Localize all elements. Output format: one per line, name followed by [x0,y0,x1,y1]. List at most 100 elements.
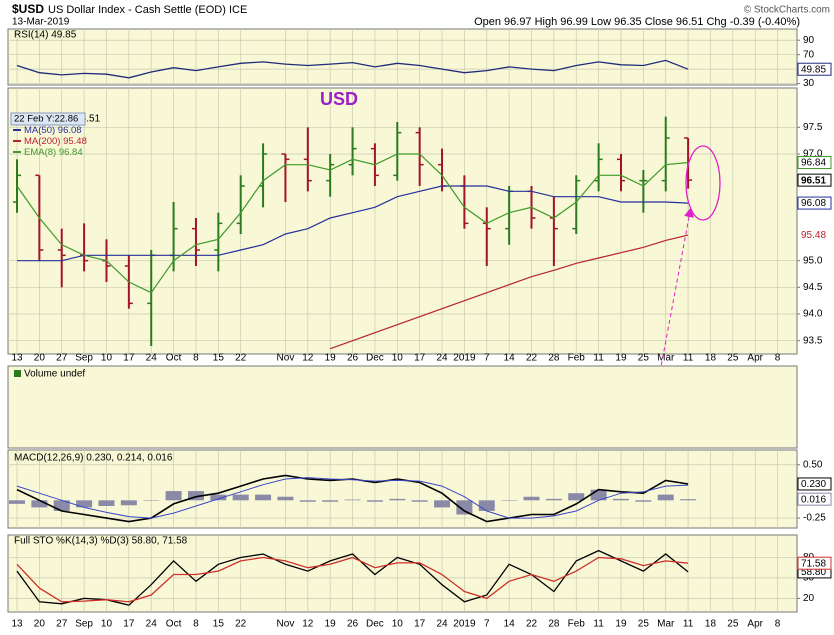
x-tick-label: 20 [34,619,46,630]
x-tick-label: 24 [436,353,448,364]
y-tick-label: 97.0 [803,149,823,160]
legend-entry: MA(50) 96.08 [24,125,82,136]
legend-entry: EMA(8) 96.84 [24,147,83,158]
x-tick-label: 7 [484,619,490,630]
x-tick-label: 22 [235,353,247,364]
x-tick-label: Nov [277,353,295,364]
x-tick-label: 10 [101,353,113,364]
y-tick-label: 94.0 [803,309,823,320]
panel [7,28,798,86]
x-tick-label: Mar [657,353,675,364]
x-tick-label: 12 [302,353,314,364]
x-tick-label: 25 [727,353,739,364]
histogram-bar [98,500,115,506]
x-tick-label: 22 [526,353,538,364]
x-tick-label: 8 [193,619,199,630]
x-tick-label: 25 [638,353,650,364]
x-tick-label: 8 [775,353,781,364]
x-tick-label: 10 [392,619,404,630]
histogram-bar [501,500,518,501]
x-tick-label: 17 [123,619,135,630]
annotation: USD [320,89,358,109]
histogram-bar [76,500,93,508]
panel-title: Volume undef [24,369,85,380]
legend-swatch [14,370,21,377]
histogram-bar [31,500,48,508]
x-tick-label: Apr [747,353,763,364]
x-tick-label: 24 [146,353,158,364]
histogram-bar [232,494,249,501]
x-tick-label: 25 [727,619,739,630]
highlight-circle [685,145,721,221]
x-tick-label: 19 [615,353,627,364]
end-label-box [797,62,832,76]
legend-entry: MA(200) 95.48 [24,136,87,147]
x-tick-label: 8 [193,353,199,364]
x-tick-label: Dec [366,619,384,630]
x-tick-label: 22 [526,619,538,630]
legend-name: EMA(8) [24,147,56,158]
x-tick-label: 10 [392,353,404,364]
y-tick-label: 0.50 [803,459,823,470]
x-tick-label: 28 [548,353,560,364]
y-tick-label: 20 [803,593,815,604]
x-tick-label: 11 [683,619,694,630]
legend-value: 96.08 [58,125,82,136]
x-tick-label: Sep [75,353,93,364]
end-label-box [797,196,832,210]
histogram-bar [187,491,204,501]
end-label: 96.08 [801,198,826,209]
panel-title: MACD(12,26,9) 0.230, 0.214, 0.016 [14,453,173,464]
end-label: 58.80 [801,567,826,578]
histogram-bar [635,500,652,502]
end-label-box [797,477,832,491]
histogram-bar [389,498,406,501]
x-tick-label: 11 [683,353,694,364]
y-tick-label: 70 [803,49,815,60]
x-tick-label: 27 [56,353,68,364]
tooltip-box [10,112,86,126]
x-tick-label: Feb [568,353,586,364]
x-tick-label: 22 [235,619,247,630]
symbol: $USD [12,2,44,16]
y-tick-label: 30 [803,78,815,89]
quote: Open 96.97 High 96.99 Low 96.35 Close 96… [474,16,800,28]
x-tick-label: 27 [56,619,68,630]
histogram-bar [344,499,361,501]
series-line [16,549,689,606]
series-line [16,153,689,294]
x-tick-label: 19 [325,353,337,364]
x-tick-label: 18 [705,353,717,364]
histogram-bar [590,489,607,501]
x-tick-label: 19 [615,619,627,630]
x-tick-label: 14 [504,353,516,364]
histogram-bar [456,500,473,515]
x-tick-label: 12 [302,619,314,630]
instrument-name: US Dollar Index - Cash Settle (EOD) ICE [48,4,247,16]
end-label: 95.48 [801,230,826,241]
x-tick-label: 13 [11,353,23,364]
x-tick-label: Oct [166,619,182,630]
y-tick-label: -0.25 [803,513,826,524]
x-tick-label: 24 [436,619,448,630]
histogram-bar [523,496,540,501]
end-label: 96.51 [801,175,826,186]
x-tick-label: Dec [366,353,384,364]
chart-date: 13-Mar-2019 [12,17,70,28]
source: © StockCharts.com [744,5,830,16]
x-tick-label: Nov [277,619,295,630]
x-tick-label: 7 [484,353,490,364]
end-label: 0.016 [801,494,826,505]
histogram-bar [143,500,160,501]
legend-name: MA(50) [24,125,55,136]
histogram-bar [568,493,585,501]
x-tick-label: 25 [638,619,650,630]
x-tick-label: 19 [325,619,337,630]
x-tick-label: 17 [414,353,426,364]
histogram-bar [277,496,294,501]
x-tick-label: 11 [593,619,604,630]
series-line [16,474,689,523]
end-label-box [797,156,832,170]
panel-title: RSI(14) 49.85 [14,30,77,41]
